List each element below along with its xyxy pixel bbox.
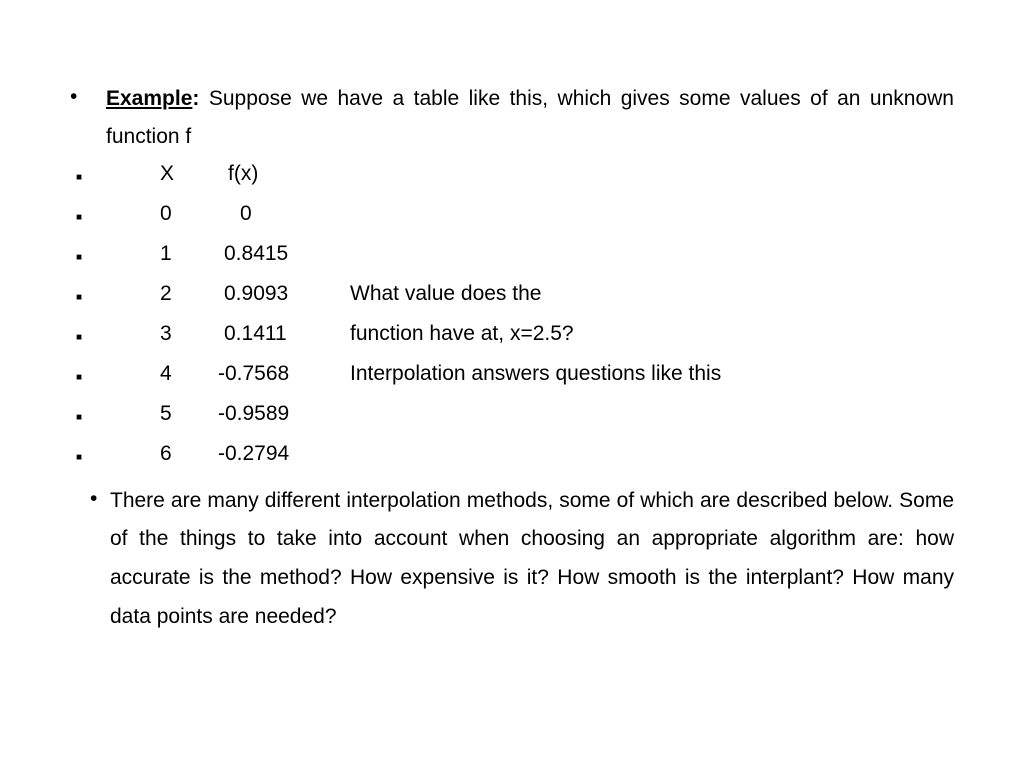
header-x: X — [120, 162, 210, 186]
cell-extra: function have at, x=2.5? — [350, 322, 954, 346]
cell-x: 3 — [120, 322, 210, 346]
bullet-dot: • — [70, 80, 100, 156]
cell-x: 4 — [120, 362, 210, 386]
square-bullet-icon: ■ — [70, 324, 120, 343]
square-bullet-icon: ■ — [70, 284, 120, 303]
square-bullet-icon: ■ — [70, 204, 120, 223]
cell-extra: What value does the — [350, 282, 954, 306]
cell-fx: -0.9589 — [210, 402, 350, 426]
table-row: ■ 6 -0.2794 — [70, 442, 954, 466]
table-row: ■ 1 0.8415 — [70, 242, 954, 266]
square-bullet-icon: ■ — [70, 404, 120, 423]
square-bullet-icon: ■ — [70, 244, 120, 263]
cell-extra: Interpolation answers questions like thi… — [350, 362, 954, 386]
closing-paragraph: • There are many different interpolation… — [70, 482, 954, 637]
bullet-dot: • — [70, 482, 110, 637]
example-paragraph: • Example: Suppose we have a table like … — [70, 80, 954, 156]
table-row: ■ 0 0 — [70, 202, 954, 226]
cell-fx: -0.7568 — [210, 362, 350, 386]
cell-x: 0 — [120, 202, 210, 226]
cell-fx: 0 — [210, 202, 350, 226]
example-text-block: Example: Suppose we have a table like th… — [100, 80, 954, 156]
closing-text: There are many different interpolation m… — [110, 482, 954, 637]
table-row: ■ 4 -0.7568 Interpolation answers questi… — [70, 362, 954, 386]
cell-x: 5 — [120, 402, 210, 426]
cell-x: 2 — [120, 282, 210, 306]
cell-fx: -0.2794 — [210, 442, 350, 466]
table-header-row: ■ X f(x) — [70, 162, 954, 186]
cell-fx: 0.9093 — [210, 282, 350, 306]
example-label: Example — [106, 87, 192, 110]
example-body: Suppose we have a table like this, which… — [106, 87, 954, 148]
table-row: ■ 3 0.1411 function have at, x=2.5? — [70, 322, 954, 346]
cell-fx: 0.8415 — [210, 242, 350, 266]
cell-x: 6 — [120, 442, 210, 466]
table-row: ■ 5 -0.9589 — [70, 402, 954, 426]
cell-x: 1 — [120, 242, 210, 266]
table-row: ■ 2 0.9093 What value does the — [70, 282, 954, 306]
cell-fx: 0.1411 — [210, 322, 350, 346]
square-bullet-icon: ■ — [70, 444, 120, 463]
square-bullet-icon: ■ — [70, 364, 120, 383]
square-bullet-icon: ■ — [70, 164, 120, 183]
header-fx: f(x) — [210, 162, 350, 186]
